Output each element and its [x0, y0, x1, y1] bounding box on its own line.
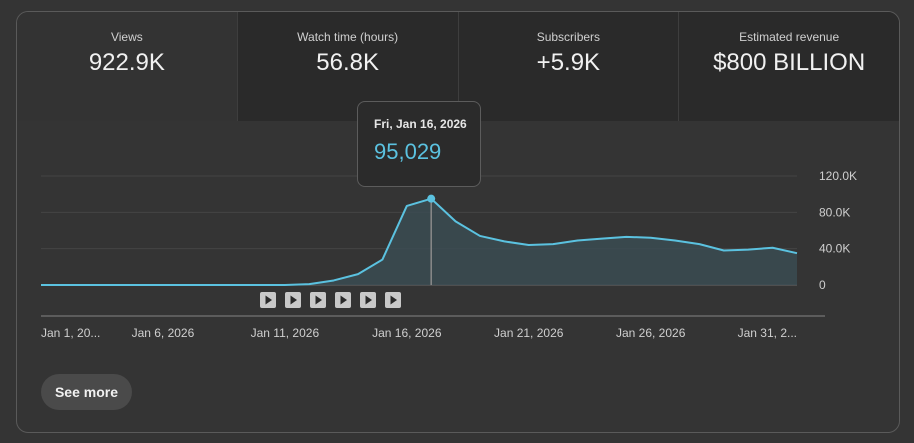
x-tick-label: Jan 16, 2026	[372, 326, 442, 340]
data-point[interactable]	[672, 237, 678, 243]
y-tick-label: 40.0K	[819, 242, 850, 256]
metric-watch-time[interactable]: Watch time (hours) 56.8K	[237, 12, 459, 121]
data-point[interactable]	[355, 271, 361, 277]
data-point[interactable]	[111, 282, 117, 288]
play-icon	[290, 295, 297, 305]
highlight-point[interactable]	[427, 194, 436, 203]
x-tick-label: Jan 26, 2026	[616, 326, 686, 340]
data-point[interactable]	[696, 241, 702, 247]
metric-revenue[interactable]: Estimated revenue $800 BILLION	[679, 12, 899, 121]
data-point[interactable]	[721, 247, 727, 253]
play-icon	[315, 295, 322, 305]
x-tick-label: Jan 6, 2026	[132, 326, 195, 340]
area-fill	[41, 198, 797, 285]
chart-tooltip: Fri, Jan 16, 2026 95,029	[357, 101, 481, 187]
y-tick-label: 80.0K	[819, 205, 850, 219]
metric-views[interactable]: Views 922.9K	[17, 12, 238, 121]
data-point[interactable]	[648, 235, 654, 241]
data-point[interactable]	[550, 241, 556, 247]
data-point[interactable]	[257, 282, 263, 288]
data-point[interactable]	[599, 236, 605, 242]
y-tick-label: 120.0K	[819, 169, 857, 183]
see-more-button[interactable]: See more	[41, 374, 132, 410]
metric-label: Subscribers	[536, 30, 601, 44]
metric-label: Estimated revenue	[739, 30, 840, 44]
data-point[interactable]	[404, 203, 410, 209]
data-point[interactable]	[526, 242, 532, 248]
y-tick-label: 0	[819, 278, 826, 292]
data-point[interactable]	[306, 281, 312, 287]
data-point[interactable]	[184, 282, 190, 288]
tooltip-date: Fri, Jan 16, 2026	[374, 117, 467, 131]
metric-subscribers[interactable]: Subscribers +5.9K	[458, 12, 680, 121]
data-point[interactable]	[794, 250, 800, 256]
x-tick-label: Jan 21, 2026	[494, 326, 564, 340]
metric-value: $800 BILLION	[713, 49, 866, 76]
metrics-row: Views 922.9K Watch time (hours) 56.8K Su…	[17, 12, 899, 121]
series-line[interactable]	[41, 197, 798, 286]
data-point[interactable]	[745, 247, 751, 253]
x-tick-label: Jan 1, 20...	[41, 326, 100, 340]
metric-value: 922.9K	[88, 49, 165, 76]
data-point[interactable]	[160, 282, 166, 288]
data-point[interactable]	[379, 257, 385, 263]
data-point[interactable]	[477, 233, 483, 239]
metric-label: Views	[110, 30, 143, 44]
data-point[interactable]	[209, 282, 215, 288]
data-point[interactable]	[575, 237, 581, 243]
data-point[interactable]	[453, 218, 459, 224]
data-point[interactable]	[331, 277, 337, 283]
x-tick-label: Jan 11, 2026	[251, 326, 320, 340]
data-point[interactable]	[233, 282, 239, 288]
play-icon	[365, 295, 372, 305]
data-point[interactable]	[623, 234, 629, 240]
data-point[interactable]	[38, 282, 44, 288]
metric-value: 56.8K	[316, 49, 379, 76]
data-point[interactable]	[136, 282, 142, 288]
x-tick-label: Jan 31, 2...	[738, 326, 797, 340]
data-point[interactable]	[282, 282, 288, 288]
play-icon	[340, 295, 347, 305]
play-icon	[265, 295, 272, 305]
data-point[interactable]	[87, 282, 93, 288]
data-point[interactable]	[62, 282, 68, 288]
data-point[interactable]	[501, 238, 507, 244]
metric-value: +5.9K	[536, 49, 601, 76]
tooltip-value: 95,029	[374, 139, 442, 164]
data-point[interactable]	[770, 245, 776, 251]
play-icon	[390, 295, 397, 305]
analytics-card: Views 922.9K Watch time (hours) 56.8K Su…	[16, 11, 900, 433]
metric-label: Watch time (hours)	[297, 30, 399, 44]
